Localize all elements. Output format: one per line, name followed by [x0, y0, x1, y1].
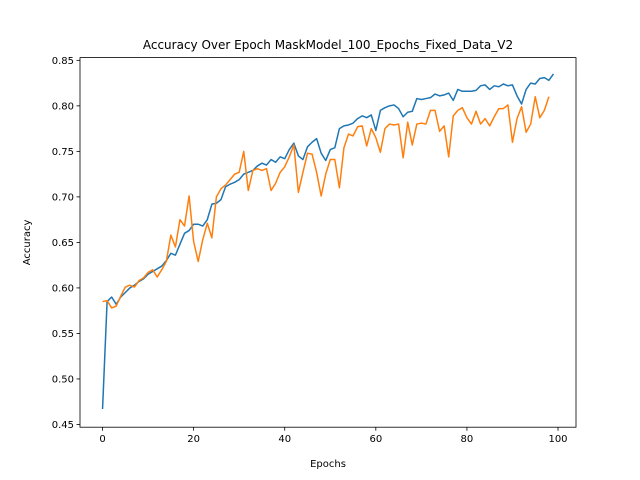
plot-series: [101, 73, 555, 410]
y-tick-label: 0.55: [52, 329, 74, 340]
axes-frame: [79, 57, 577, 428]
y-tick-label: 0.70: [52, 192, 74, 203]
y-axis-ticks: 0.45 0.50 0.55 0.60 0.65 0.70 0.75 0.80 0.85: [52, 56, 80, 431]
chart-title: Accuracy Over Epoch MaskModel_100_Epochs…: [143, 38, 513, 52]
x-tick-label: 40: [278, 434, 291, 445]
y-tick-label: 0.50: [52, 374, 74, 385]
y-tick-label: 0.80: [52, 101, 74, 112]
y-tick-label: 0.65: [52, 238, 74, 249]
x-tick-label: 20: [187, 434, 200, 445]
x-axis-label: Epochs: [310, 459, 346, 470]
y-tick-label: 0.60: [52, 283, 74, 294]
y-tick-label: 0.75: [52, 147, 74, 158]
y-axis-label: Accuracy: [22, 219, 33, 265]
x-tick-label: 80: [461, 434, 474, 445]
x-tick-label: 60: [369, 434, 382, 445]
series-line-2: [102, 95, 550, 309]
y-tick-label: 0.45: [52, 420, 74, 431]
x-tick-label: 100: [548, 434, 567, 445]
y-tick-label: 0.85: [52, 56, 74, 67]
x-tick-label: 0: [99, 434, 105, 445]
series-line-1: [101, 73, 555, 410]
x-axis-ticks: 0 20 40 60 80 100: [99, 427, 568, 445]
